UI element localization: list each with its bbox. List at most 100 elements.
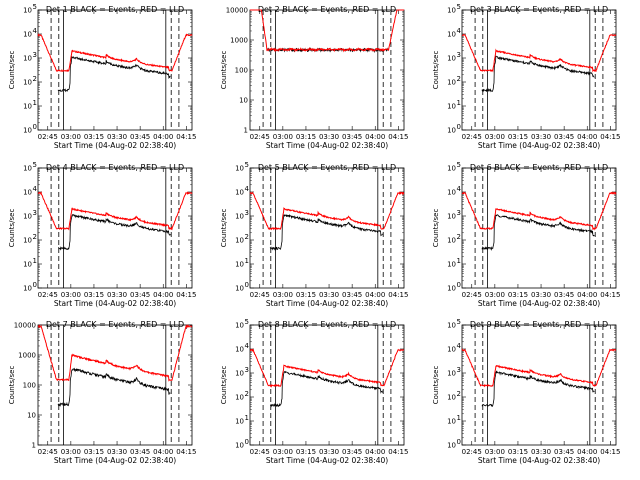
y-tick-label: 10 [447,189,456,197]
x-tick-label: 04:00 [365,133,385,141]
y-tick-exponent: 1 [33,99,37,107]
y-tick-label: 1 [32,442,36,450]
y-tick-label: 1000 [18,352,36,360]
y-tick-exponent: 1 [457,257,461,265]
x-tick-label: 03:45 [342,448,362,456]
x-axis-label: Start Time (04-Aug-02 02:38:40) [266,141,388,150]
x-tick-label: 02:45 [38,133,58,141]
plot-frame [249,324,405,446]
y-tick-label: 10 [23,285,32,293]
y-tick-exponent: 0 [245,281,249,289]
y-tick-label: 10 [447,103,456,111]
y-tick-label: 10 [23,237,32,245]
events-series-line [57,56,171,93]
events-series-line [58,213,171,251]
y-tick-label: 10 [235,322,244,330]
x-tick-label: 04:15 [600,133,620,141]
detector-panel-7: Det 7 BLACK = Events, RED = LLD 1 10 100 100… [8,320,196,465]
y-tick-label: 10 [235,213,244,221]
x-tick-label: 04:15 [388,133,408,141]
panel-title: Det 8 BLACK = Events, RED = LLD [258,320,396,329]
y-tick-label: 10 [447,237,456,245]
plot-frame [37,324,193,446]
y-tick-label: 10 [447,442,456,450]
y-tick-label: 10 [23,103,32,111]
x-tick-label: 04:00 [577,291,597,299]
y-tick-exponent: 3 [457,209,461,217]
y-tick-exponent: 2 [457,233,461,241]
x-tick-label: 03:15 [84,448,104,456]
y-tick-label: 100 [235,67,248,75]
x-tick-label: 02:45 [462,448,482,456]
plot-frame [37,9,193,131]
y-tick-exponent: 5 [33,161,37,169]
lld-series-line [250,9,404,53]
x-tick-label: 03:00 [61,133,81,141]
x-tick-label: 04:00 [153,133,173,141]
y-tick-label: 10 [447,394,456,402]
x-tick-label: 04:00 [365,448,385,456]
x-tick-label: 03:30 [531,448,551,456]
x-tick-label: 02:45 [38,448,58,456]
y-tick-label: 10 [235,418,244,426]
y-tick-label: 10 [23,189,32,197]
y-tick-exponent: 3 [245,209,249,217]
panel-title: Det 9 BLACK = Events, RED = LLD [470,320,608,329]
x-tick-label: 03:15 [508,133,528,141]
x-tick-label: 03:30 [107,448,127,456]
y-tick-label: 10 [447,418,456,426]
x-tick-label: 04:15 [600,291,620,299]
x-tick-label: 03:30 [531,133,551,141]
y-tick-exponent: 4 [33,185,38,193]
lld-series-line [249,348,405,388]
panel-title: Det 1 BLACK = Events, RED = LLD [46,5,184,14]
y-tick-exponent: 1 [457,414,461,422]
panel-title: Det 4 BLACK = Events, RED = LLD [46,163,184,172]
y-tick-label: 10 [235,189,244,197]
y-tick-label: 10 [447,370,456,378]
lld-series-line [37,324,193,382]
y-axis-label: Counts/sec [220,209,228,248]
x-axis-label: Start Time (04-Aug-02 02:38:40) [54,141,176,150]
x-tick-label: 03:45 [342,133,362,141]
y-tick-label: 10 [447,165,456,173]
events-series-line [269,213,383,251]
x-tick-label: 03:00 [485,291,505,299]
lld-series-line [461,33,617,73]
x-tick-label: 03:00 [485,133,505,141]
x-tick-label: 02:45 [462,133,482,141]
y-tick-label: 10 [447,322,456,330]
y-tick-label: 10 [235,261,244,269]
lld-series-line [461,191,617,231]
detector-panel-2: Det 2 BLACK = Events, RED = LLD 1 10 100 100… [220,5,408,150]
x-axis-label: Start Time (04-Aug-02 02:38:40) [54,456,176,465]
x-tick-label: 04:00 [153,448,173,456]
y-tick-label: 10 [447,285,456,293]
x-tick-label: 03:45 [554,133,574,141]
y-axis-label: Counts/sec [8,51,16,90]
x-tick-label: 03:00 [485,448,505,456]
y-tick-exponent: 1 [245,257,249,265]
x-tick-label: 03:30 [319,133,339,141]
y-tick-exponent: 5 [457,3,461,11]
x-tick-label: 03:30 [319,448,339,456]
y-axis-label: Counts/sec [432,209,440,248]
y-tick-label: 10 [235,394,244,402]
y-tick-exponent: 0 [33,281,37,289]
y-tick-label: 1 [244,127,248,135]
x-tick-label: 03:45 [130,448,150,456]
x-tick-label: 04:00 [577,448,597,456]
lld-series-line [249,191,405,231]
x-tick-label: 04:00 [365,291,385,299]
x-tick-label: 04:00 [153,291,173,299]
y-axis-label: Counts/sec [432,51,440,90]
y-tick-exponent: 2 [245,390,249,398]
y-tick-label: 10 [447,213,456,221]
y-tick-exponent: 1 [245,414,249,422]
lld-series-line [461,348,616,388]
x-tick-label: 03:45 [554,448,574,456]
x-tick-label: 04:15 [176,448,196,456]
